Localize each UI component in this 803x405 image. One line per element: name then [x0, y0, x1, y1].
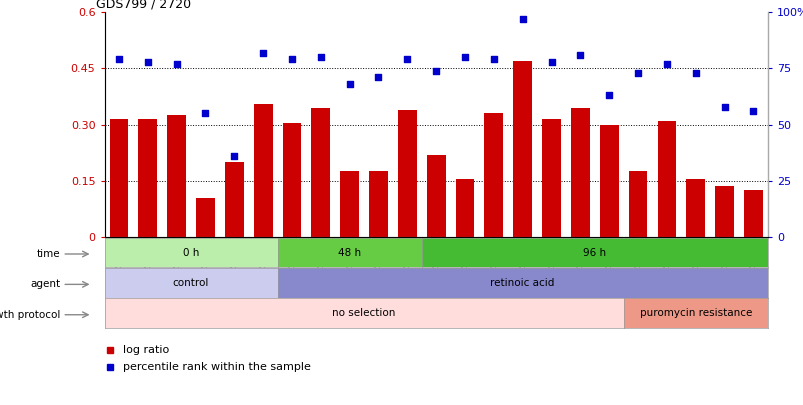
Bar	[599, 125, 618, 237]
Point	[199, 110, 212, 117]
Point	[285, 56, 298, 63]
Bar	[686, 179, 704, 237]
Bar	[743, 190, 762, 237]
Text: growth protocol: growth protocol	[0, 310, 60, 320]
Bar	[196, 198, 214, 237]
Point	[602, 92, 615, 98]
Text: 96 h: 96 h	[582, 247, 605, 258]
Text: control: control	[173, 278, 209, 288]
Point	[141, 58, 154, 65]
Bar	[254, 104, 272, 237]
Bar	[570, 108, 589, 237]
Point	[314, 54, 327, 60]
Bar	[109, 119, 128, 237]
Text: GDS799 / 2720: GDS799 / 2720	[96, 0, 191, 10]
Point	[112, 56, 125, 63]
Point	[544, 58, 557, 65]
Point	[170, 61, 183, 67]
Text: agent: agent	[31, 279, 60, 289]
Bar	[340, 171, 359, 237]
Point	[659, 61, 672, 67]
Point	[516, 16, 528, 22]
Bar	[628, 171, 646, 237]
Point	[573, 51, 586, 58]
Bar	[512, 61, 532, 237]
Bar	[311, 108, 330, 237]
Point	[256, 49, 269, 56]
Bar	[484, 113, 503, 237]
Point	[631, 70, 644, 76]
Bar	[167, 115, 185, 237]
Bar	[715, 186, 733, 237]
Bar	[541, 119, 560, 237]
Bar	[455, 179, 474, 237]
Point	[343, 81, 356, 87]
Point	[458, 54, 471, 60]
Text: time: time	[37, 249, 60, 259]
Text: 48 h: 48 h	[338, 247, 361, 258]
Text: no selection: no selection	[332, 308, 395, 318]
Bar	[426, 154, 445, 237]
Text: log ratio: log ratio	[123, 345, 169, 355]
Bar	[657, 121, 675, 237]
Point	[227, 153, 240, 159]
Point	[746, 108, 759, 114]
Text: percentile rank within the sample: percentile rank within the sample	[123, 362, 310, 372]
Text: retinoic acid: retinoic acid	[490, 278, 554, 288]
Bar	[282, 123, 301, 237]
Bar	[397, 110, 416, 237]
Text: puromycin resistance: puromycin resistance	[638, 308, 751, 318]
Point	[487, 56, 499, 63]
Bar	[369, 171, 387, 237]
Text: 0 h: 0 h	[182, 247, 199, 258]
Point	[372, 74, 385, 81]
Point	[401, 56, 414, 63]
Bar	[138, 119, 157, 237]
Point	[717, 103, 730, 110]
Bar	[225, 162, 243, 237]
Point	[688, 70, 701, 76]
Point	[429, 67, 442, 74]
